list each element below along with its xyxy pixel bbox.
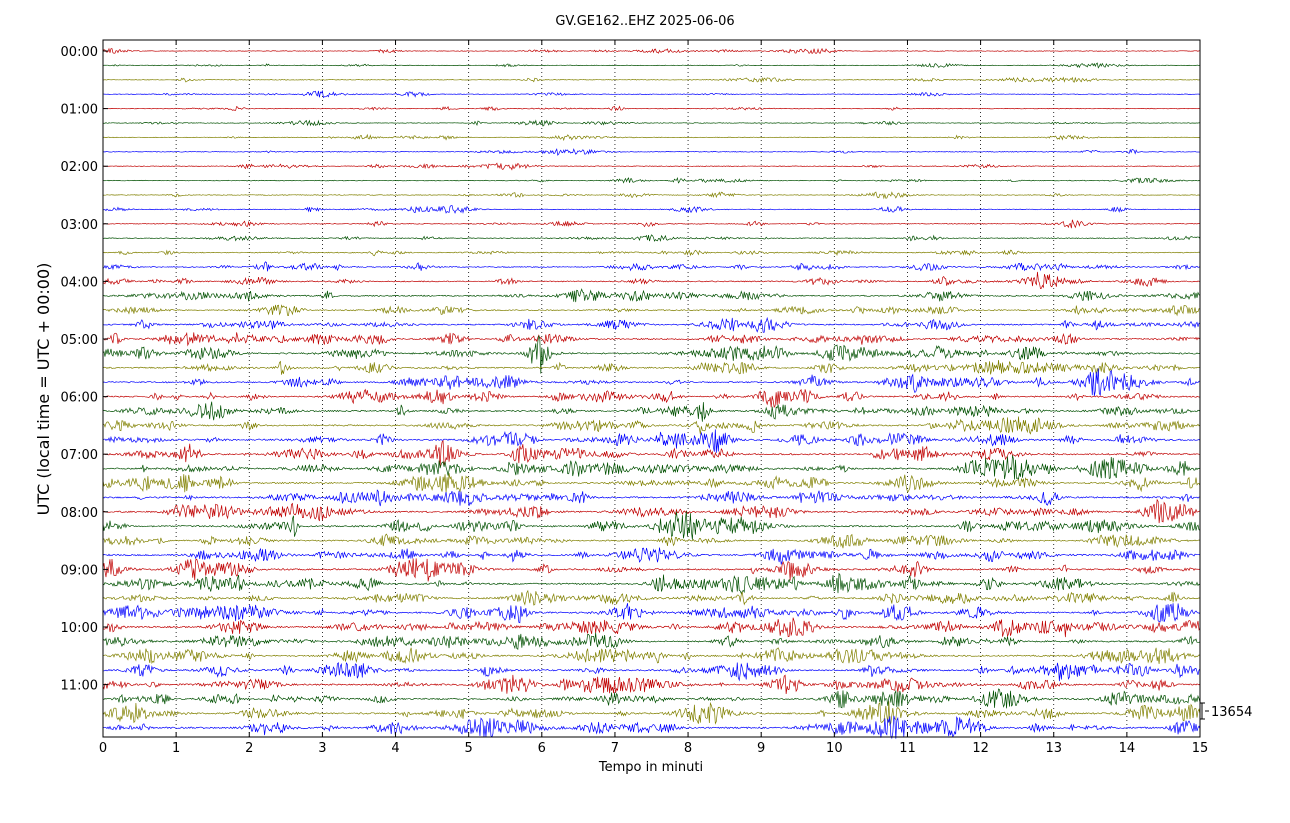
y-tick-label: 05:00 <box>61 333 98 348</box>
seismic-trace <box>102 603 1201 624</box>
x-axis: 0 1 2 3 4 5 6 7 8 9 10 11 12 13 14 15 <box>99 40 1208 756</box>
y-tick-label: 08:00 <box>61 506 98 521</box>
seismic-trace <box>102 304 1201 317</box>
seismic-trace <box>102 572 1201 595</box>
seismic-trace <box>102 511 1201 540</box>
seismic-trace <box>102 439 1201 468</box>
seismic-trace <box>102 498 1201 524</box>
scale-bar-label: 13654 <box>1211 705 1252 720</box>
x-tick-label: 7 <box>611 741 619 756</box>
seismic-trace <box>102 401 1201 422</box>
seismic-trace <box>102 89 1201 99</box>
seismic-trace <box>102 331 1201 347</box>
y-tick-label: 10:00 <box>61 621 98 636</box>
y-tick-label: 11:00 <box>61 679 98 694</box>
seismic-trace <box>102 558 1201 582</box>
seismic-trace <box>102 335 1201 374</box>
x-tick-label: 4 <box>391 741 399 756</box>
amplitude-scale-bar: 13654 <box>1200 702 1252 720</box>
x-tick-label: 12 <box>972 741 989 756</box>
seismic-trace <box>102 701 1201 726</box>
y-tick-label: 09:00 <box>61 563 98 578</box>
x-tick-label: 5 <box>465 741 473 756</box>
seismic-trace <box>102 473 1201 493</box>
seismic-trace <box>102 234 1201 242</box>
y-tick-label: 03:00 <box>61 218 98 233</box>
seismic-trace <box>102 47 1201 55</box>
seismic-trace <box>102 589 1201 606</box>
seismic-trace <box>102 219 1201 229</box>
seismic-trace <box>102 388 1201 409</box>
seismic-trace <box>102 271 1201 289</box>
seismic-trace <box>102 288 1201 303</box>
seismic-trace <box>102 191 1201 200</box>
x-tick-label: 15 <box>1192 741 1209 756</box>
y-tick-label: 06:00 <box>61 391 98 406</box>
x-tick-label: 10 <box>826 741 843 756</box>
seismic-trace <box>102 148 1201 156</box>
seismic-trace <box>102 547 1201 565</box>
x-tick-label: 3 <box>318 741 326 756</box>
seismic-trace <box>102 368 1201 397</box>
seismic-trace <box>102 249 1201 257</box>
seismic-trace <box>102 119 1201 127</box>
seismic-trace <box>102 62 1201 69</box>
y-tick-label: 07:00 <box>61 448 98 463</box>
seismic-trace <box>102 632 1201 650</box>
x-tick-label: 8 <box>684 741 692 756</box>
seismic-trace <box>102 533 1201 549</box>
seismic-trace <box>102 205 1201 214</box>
seismic-trace <box>102 617 1201 638</box>
y-tick-label: 01:00 <box>61 103 98 118</box>
x-tick-label: 14 <box>1119 741 1136 756</box>
chart-title: GV.GE162..EHZ 2025-06-06 <box>555 14 734 29</box>
seismic-trace <box>102 162 1201 171</box>
seismic-trace <box>102 489 1201 507</box>
seismic-trace <box>102 416 1201 435</box>
seismic-trace <box>102 455 1201 480</box>
grid-layer <box>175 40 1128 737</box>
x-axis-label: Tempo in minuti <box>598 760 703 775</box>
x-tick-label: 2 <box>245 741 253 756</box>
seismic-trace <box>102 359 1201 375</box>
seismic-trace <box>102 105 1201 112</box>
seismic-trace <box>102 715 1201 740</box>
x-tick-label: 13 <box>1045 741 1062 756</box>
seismic-trace <box>102 176 1201 184</box>
y-axis: 00:00 01:00 02:00 03:00 04:00 05:00 06:00 07:00… <box>61 45 108 694</box>
x-tick-label: 11 <box>899 741 916 756</box>
seismic-trace <box>102 674 1201 695</box>
seismic-trace <box>102 647 1201 665</box>
plot-frame <box>102 39 1201 738</box>
seismic-trace <box>102 316 1201 333</box>
seismic-trace <box>102 662 1201 682</box>
seismic-trace <box>102 261 1201 272</box>
y-tick-label: 00:00 <box>61 45 98 60</box>
seismic-trace <box>102 133 1201 142</box>
x-tick-label: 1 <box>172 741 180 756</box>
trace-layer <box>102 47 1201 740</box>
y-tick-label: 02:00 <box>61 160 98 175</box>
x-tick-label: 0 <box>99 741 107 756</box>
seismic-trace <box>102 76 1201 84</box>
y-axis-label: UTC (local time = UTC + 00:00) <box>34 263 53 516</box>
seismic-trace <box>102 429 1201 453</box>
x-tick-label: 9 <box>757 741 765 756</box>
seismic-trace <box>102 688 1201 709</box>
y-tick-label: 04:00 <box>61 275 98 290</box>
x-tick-label: 6 <box>538 741 546 756</box>
